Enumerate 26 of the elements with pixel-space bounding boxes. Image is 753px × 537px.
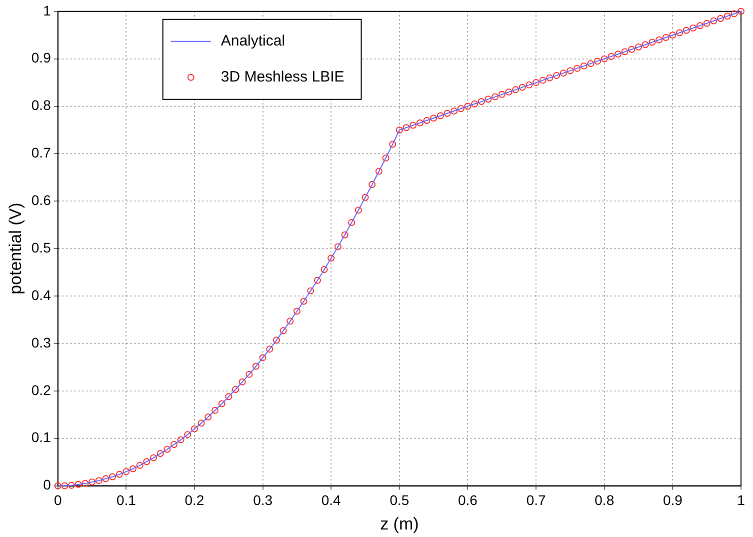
legend-label: 3D Meshless LBIE xyxy=(220,68,344,86)
x-tick-label: 0.5 xyxy=(390,492,410,508)
y-tick-label: 0.2 xyxy=(31,382,52,398)
x-tick-label: 0.3 xyxy=(253,492,273,508)
legend-label: Analytical xyxy=(220,32,286,50)
x-tick-label: 0 xyxy=(54,492,62,508)
x-tick-label: 0.1 xyxy=(116,492,136,508)
x-tick-label: 0.2 xyxy=(184,492,204,508)
y-tick-label: 0.4 xyxy=(31,286,52,303)
x-tick-label: 0.4 xyxy=(321,492,342,508)
y-tick-label: 0 xyxy=(43,476,52,493)
x-tick-label: 0.9 xyxy=(662,492,683,508)
y-tick-label: 0.5 xyxy=(31,239,52,256)
y-tick-label: 0.6 xyxy=(31,192,52,208)
y-axis-title: potential (V) xyxy=(6,202,25,294)
x-tick-label: 1 xyxy=(737,492,746,508)
y-tick-label: 0.1 xyxy=(31,429,52,446)
x-tick-label: 0.8 xyxy=(594,492,614,508)
y-tick-label: 1 xyxy=(43,2,52,18)
y-tick-label: 0.3 xyxy=(31,334,52,350)
x-tick-label: 0.7 xyxy=(526,492,546,508)
y-tick-label: 0.8 xyxy=(31,97,52,114)
x-tick-label: 0.6 xyxy=(458,492,478,508)
x-axis-title: z (m) xyxy=(380,514,419,534)
y-tick-label: 0.7 xyxy=(31,144,52,161)
y-tick-label: 0.9 xyxy=(31,50,52,66)
